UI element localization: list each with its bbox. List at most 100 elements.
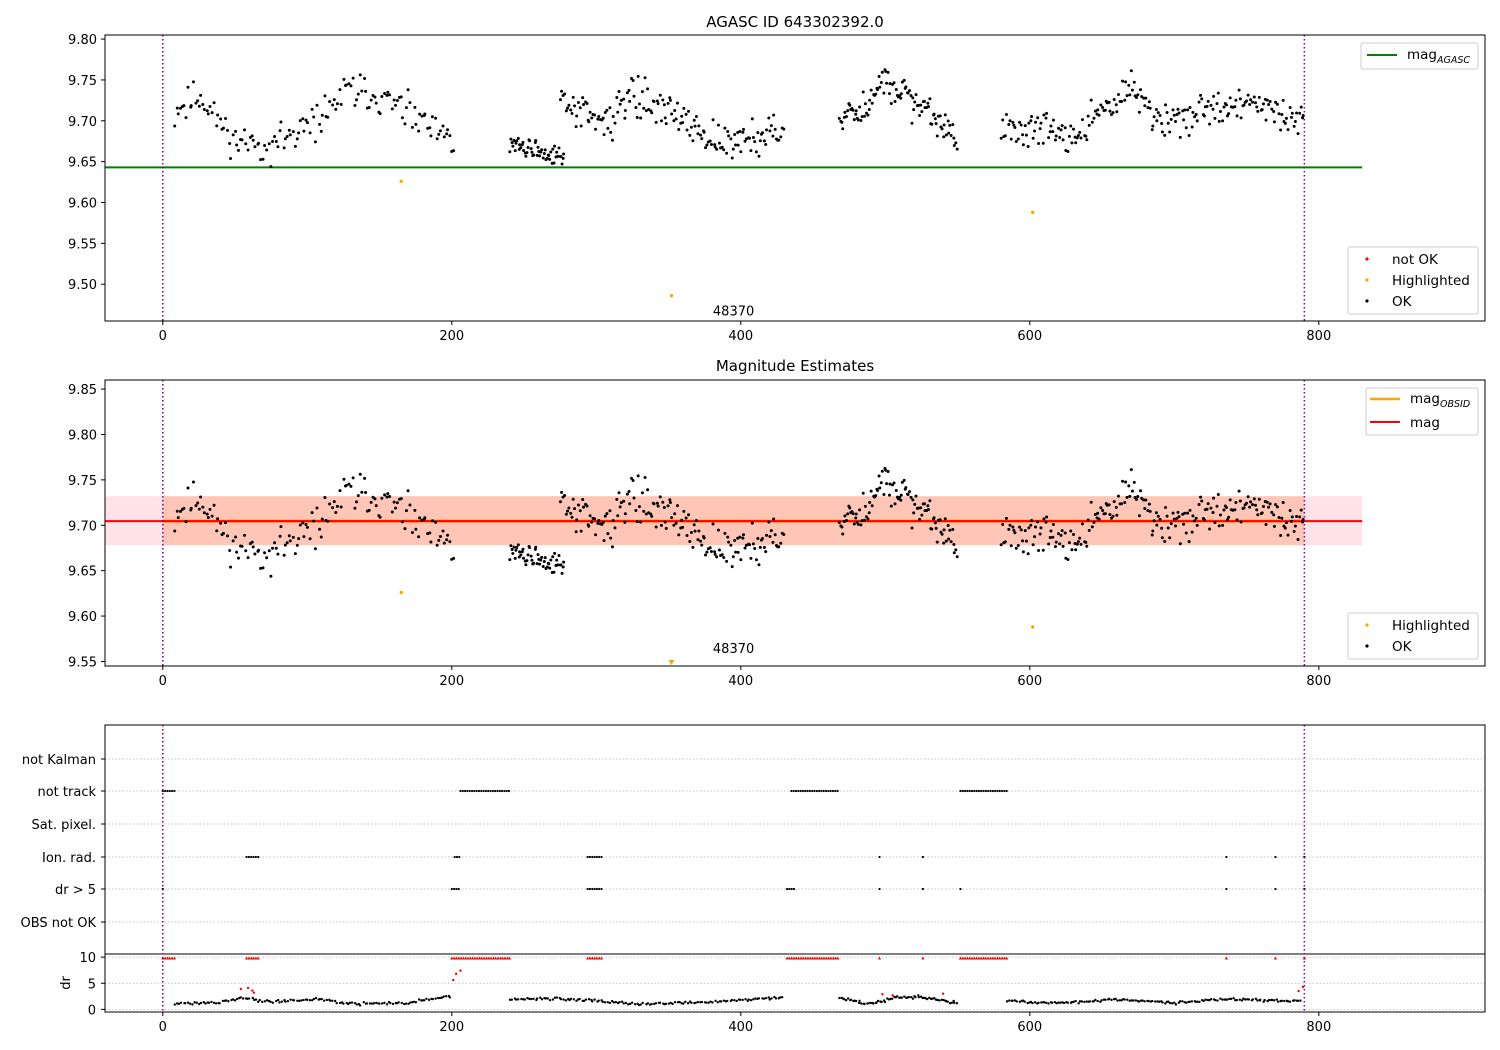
ok-point bbox=[898, 495, 902, 499]
flag-row-label: not track bbox=[37, 785, 96, 800]
ok-point bbox=[1299, 105, 1303, 109]
ok-point bbox=[640, 90, 644, 94]
ok-point bbox=[1115, 110, 1119, 114]
dr-point bbox=[188, 1002, 192, 1005]
ok-point bbox=[273, 135, 277, 139]
ok-point bbox=[1209, 506, 1213, 510]
ok-point bbox=[295, 137, 299, 141]
ok-point bbox=[736, 536, 740, 540]
ok-point bbox=[205, 109, 209, 113]
dr-clipped-marker bbox=[831, 956, 835, 960]
dr-point bbox=[667, 1002, 671, 1005]
dr-point bbox=[626, 1003, 630, 1006]
ok-point bbox=[1187, 133, 1191, 137]
ok-point bbox=[949, 134, 953, 138]
ok-point bbox=[685, 128, 689, 132]
ok-point bbox=[1290, 111, 1294, 115]
ok-point bbox=[947, 131, 951, 135]
ok-point bbox=[525, 151, 529, 155]
ok-point bbox=[954, 548, 958, 552]
ok-point bbox=[518, 143, 522, 147]
dr-point bbox=[859, 1002, 863, 1005]
ok-point bbox=[1216, 91, 1220, 95]
ok-point bbox=[930, 122, 934, 126]
panel2-x-tick-label: 600 bbox=[1017, 674, 1042, 689]
ok-point bbox=[999, 136, 1003, 140]
dr-point bbox=[1178, 1000, 1182, 1003]
dr-clipped-marker bbox=[961, 956, 965, 960]
ok-point bbox=[224, 521, 228, 525]
dr-point bbox=[1254, 997, 1258, 1000]
ok-point bbox=[748, 543, 752, 547]
legend-ok-marker bbox=[1365, 299, 1369, 303]
ok-point bbox=[1211, 510, 1215, 514]
flag-marker bbox=[466, 789, 469, 793]
legend-ok-label: OK bbox=[1392, 294, 1413, 310]
ok-point bbox=[636, 474, 640, 478]
dr-clipped-marker bbox=[508, 956, 512, 960]
ok-point bbox=[1279, 128, 1283, 132]
ok-point bbox=[918, 517, 922, 521]
dr-point bbox=[1141, 999, 1144, 1002]
dr-point bbox=[1243, 998, 1247, 1001]
dr-point bbox=[722, 999, 726, 1002]
flag-marker bbox=[491, 789, 494, 793]
ok-point bbox=[338, 489, 342, 493]
dr-point bbox=[372, 1002, 376, 1005]
ok-point bbox=[1274, 503, 1278, 507]
ok-point bbox=[1085, 138, 1089, 142]
dr-point bbox=[1107, 997, 1111, 1001]
ok-point bbox=[532, 561, 536, 565]
ok-point bbox=[175, 509, 179, 513]
ok-point bbox=[689, 530, 693, 534]
dr-point bbox=[391, 1002, 395, 1006]
flag-marker bbox=[588, 855, 592, 859]
ok-point bbox=[1061, 544, 1065, 548]
ok-point bbox=[578, 509, 582, 513]
ok-point bbox=[1293, 524, 1297, 528]
ok-point bbox=[681, 525, 685, 529]
dr-point bbox=[719, 1000, 723, 1003]
dr-point bbox=[331, 999, 334, 1002]
ok-point bbox=[1038, 127, 1042, 131]
ok-point bbox=[1288, 508, 1292, 512]
dr-clipped-marker bbox=[245, 956, 249, 960]
flag-marker bbox=[600, 887, 603, 891]
ok-point bbox=[1143, 507, 1147, 511]
dr-clipped-marker bbox=[457, 956, 461, 960]
ok-point bbox=[434, 116, 438, 120]
ok-point bbox=[522, 556, 526, 560]
ok-point bbox=[619, 501, 623, 505]
ok-point bbox=[413, 105, 417, 109]
ok-point bbox=[206, 112, 210, 116]
dr-point bbox=[263, 1000, 267, 1003]
flag-marker bbox=[836, 789, 839, 793]
ok-point bbox=[201, 102, 205, 106]
highlighted-point bbox=[1031, 625, 1035, 629]
dr-point bbox=[214, 1002, 218, 1005]
ok-point bbox=[1080, 522, 1084, 526]
ok-point bbox=[705, 550, 709, 554]
dr-point bbox=[353, 1002, 357, 1005]
dr-point bbox=[1153, 1000, 1157, 1003]
legend-highlighted-label: Highlighted bbox=[1392, 618, 1470, 634]
dr-point bbox=[1286, 1000, 1290, 1003]
ok-point bbox=[942, 135, 946, 139]
ok-point bbox=[569, 511, 573, 515]
ok-point bbox=[860, 519, 864, 523]
dr-point bbox=[1062, 1001, 1066, 1005]
flag-marker bbox=[477, 789, 481, 793]
dr-point bbox=[1143, 1000, 1146, 1003]
ok-point bbox=[864, 515, 868, 519]
ok-point bbox=[556, 563, 560, 567]
dr-clipped-marker bbox=[963, 956, 967, 960]
dr-point bbox=[646, 1002, 650, 1005]
ok-point bbox=[182, 506, 186, 510]
dr-point bbox=[434, 997, 437, 1000]
ok-point bbox=[1295, 111, 1299, 115]
flag-marker bbox=[591, 855, 594, 859]
dr-point bbox=[1167, 1000, 1170, 1003]
ok-point bbox=[635, 520, 639, 524]
dr-clipped-marker bbox=[792, 956, 796, 960]
flag-marker bbox=[252, 855, 255, 859]
